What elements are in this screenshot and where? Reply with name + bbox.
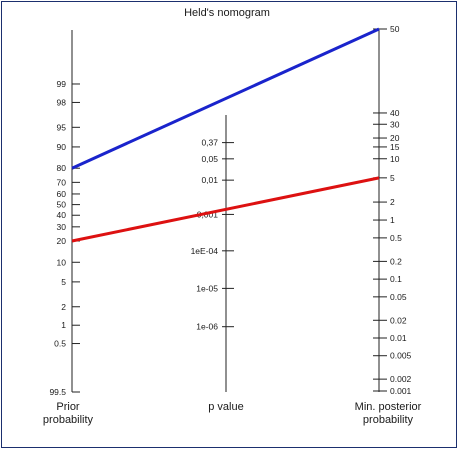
prior-tick-label-6: 30 xyxy=(57,222,67,232)
posterior-tick-label-3: 20 xyxy=(390,133,400,143)
posterior-tick-label-13: 0.02 xyxy=(390,315,407,325)
posterior-tick-label-16: 0.002 xyxy=(390,374,412,384)
posterior-tick-label-5: 10 xyxy=(390,154,400,164)
prior-tick-label-10: 70 xyxy=(57,177,67,187)
prior-tick-label-14: 98 xyxy=(57,97,67,107)
posterior-tick-label-10: 0.2 xyxy=(390,256,402,266)
nomogram-title: Held's nomogram xyxy=(184,7,270,19)
prior-tick-label-8: 50 xyxy=(57,200,67,210)
prior-tick-label-3: 5 xyxy=(61,277,66,287)
prior-tick-label-4: 10 xyxy=(57,257,67,267)
p-value-axis-label: p value xyxy=(208,401,243,413)
prior-tick-label-11: 80 xyxy=(57,163,67,173)
posterior-tick-label-8: 1 xyxy=(390,215,395,225)
posterior-axis-label-line1: Min. posterior xyxy=(355,401,422,413)
p-value-tick-label-5: 1e-05 xyxy=(196,283,218,293)
prior-tick-label-2: 2 xyxy=(61,302,66,312)
posterior-tick-label-4: 15 xyxy=(390,142,400,152)
prior-tick-label-13: 95 xyxy=(57,122,67,132)
posterior-tick-label-11: 0.1 xyxy=(390,274,402,284)
prior-tick-label-16: 99.5 xyxy=(49,387,66,397)
reading-lines xyxy=(71,27,380,243)
p-value-tick-label-0: 0,37 xyxy=(201,138,218,148)
posterior-tick-label-2: 30 xyxy=(390,119,400,129)
prior-tick-label-0: 0.5 xyxy=(54,339,66,349)
posterior-tick-label-7: 2 xyxy=(390,197,395,207)
p-value-tick-label-4: 1eE-04 xyxy=(191,246,219,256)
prior-tick-label-7: 40 xyxy=(57,210,67,220)
prior-axis-label-line1: Prior xyxy=(56,401,80,413)
prior-tick-label-12: 90 xyxy=(57,142,67,152)
posterior-tick-label-0: 50 xyxy=(390,24,400,34)
p-value-tick-label-1: 0,05 xyxy=(201,154,218,164)
p-value-tick-label-2: 0,01 xyxy=(201,175,218,185)
posterior-tick-label-12: 0.05 xyxy=(390,292,407,302)
posterior-tick-label-9: 0.5 xyxy=(390,233,402,243)
posterior-tick-label-17: 0.001 xyxy=(390,386,412,396)
prior-axis-label-line2: probability xyxy=(43,414,94,426)
prior-tick-label-15: 99 xyxy=(57,79,67,89)
reading-line-1 xyxy=(71,27,380,170)
reading-line-0 xyxy=(71,176,380,243)
posterior-tick-label-6: 5 xyxy=(390,173,395,183)
posterior-tick-label-1: 40 xyxy=(390,108,400,118)
posterior-tick-label-14: 0.01 xyxy=(390,333,407,343)
prior-tick-label-1: 1 xyxy=(61,320,66,330)
p-value-tick-label-6: 1e-06 xyxy=(196,322,218,332)
prior-tick-label-9: 60 xyxy=(57,189,67,199)
posterior-tick-label-15: 0.005 xyxy=(390,351,412,361)
posterior-axis-label-line2: probability xyxy=(363,414,414,426)
prior-tick-label-5: 20 xyxy=(57,236,67,246)
